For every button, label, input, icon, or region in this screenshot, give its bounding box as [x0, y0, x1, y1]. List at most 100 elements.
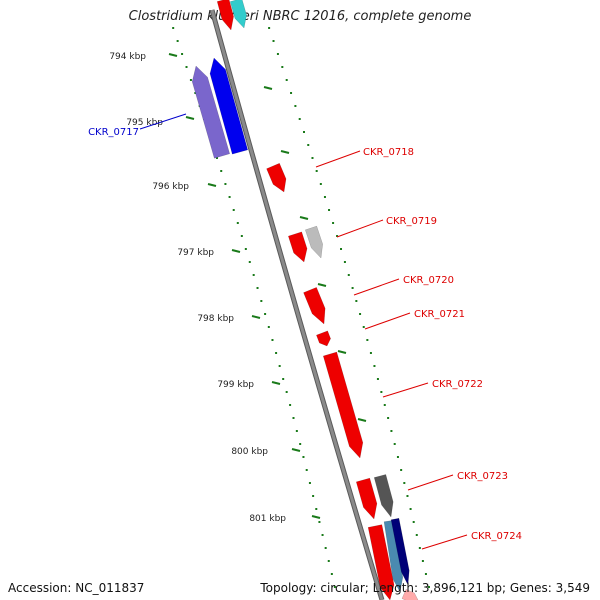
outer-ruler-dot — [307, 144, 310, 146]
genome-stats-label: Topology: circular; Length: 3,896,121 bp… — [260, 581, 590, 595]
outer-ruler-dot — [390, 430, 393, 432]
outer-ruler-dot — [376, 378, 379, 380]
inner-ruler-dot — [260, 300, 263, 302]
gene-label-CKR_0722[interactable]: CKR_0722 — [432, 379, 483, 390]
outer-ruler-dot — [403, 482, 406, 484]
gene-arrow-partial-bottom[interactable] — [401, 589, 419, 600]
kbp-tick-mark — [251, 315, 261, 319]
kbp-tick-label: 795 kbp — [126, 118, 163, 128]
outer-ruler-dot — [362, 326, 365, 328]
outer-ruler-dot — [298, 118, 301, 120]
gene-arrow-partial-top[interactable] — [216, 0, 234, 31]
gene-label-CKR_0724[interactable]: CKR_0724 — [471, 531, 522, 542]
kbp-tick-mark — [291, 448, 301, 452]
inner-ruler-dot — [327, 560, 330, 562]
inner-ruler-dot — [215, 157, 218, 159]
outer-ruler-dot — [383, 404, 386, 406]
inner-ruler-dot — [295, 430, 298, 432]
gene-arrow-CKR_0719[interactable] — [288, 231, 308, 263]
inner-ruler-dot — [321, 534, 324, 536]
outer-tick-mark — [263, 86, 273, 90]
gene-arrow-CKR_0723-neighbor[interactable] — [373, 474, 394, 518]
outer-ruler-dot — [380, 391, 383, 393]
gene-arrow-CKR_0721[interactable] — [316, 330, 331, 347]
gene-arrow-CKR_0717[interactable] — [209, 57, 249, 155]
kbp-tick-mark — [207, 183, 217, 187]
inner-ruler-dot — [189, 79, 192, 81]
outer-ruler-dot — [421, 560, 424, 562]
inner-ruler-dot — [275, 352, 278, 354]
outer-ruler-dot — [343, 261, 346, 263]
outer-ruler-dot — [323, 196, 326, 198]
outer-ruler-dot — [387, 417, 390, 419]
kbp-tick-label: 801 kbp — [249, 514, 286, 524]
inner-ruler-dot — [318, 521, 321, 523]
inner-ruler-dot — [308, 482, 311, 484]
inner-ruler-dot — [278, 365, 281, 367]
gene-leader-line — [315, 150, 361, 168]
gene-arrow-CKR_0724[interactable] — [367, 524, 395, 600]
gene-label-CKR_0721[interactable]: CKR_0721 — [414, 309, 465, 320]
inner-ruler-dot — [176, 40, 179, 42]
inner-ruler-dot — [232, 209, 235, 211]
gene-label-CKR_0720[interactable]: CKR_0720 — [403, 275, 454, 286]
inner-ruler-dot — [236, 222, 239, 224]
gene-arrow-reverse-purple[interactable] — [191, 65, 230, 159]
outer-ruler-dot — [332, 222, 335, 224]
gene-label-CKR_0719[interactable]: CKR_0719 — [386, 216, 437, 227]
inner-ruler-dot — [181, 53, 184, 55]
gene-label-CKR_0717[interactable]: CKR_0717 — [88, 127, 139, 138]
outer-ruler-dot — [418, 547, 421, 549]
inner-ruler-dot — [267, 326, 270, 328]
inner-ruler-dot — [289, 404, 292, 406]
gene-arrow-CKR_0719-neighbor[interactable] — [304, 225, 323, 259]
inner-ruler-dot — [240, 235, 243, 237]
outer-ruler-dot — [328, 209, 331, 211]
outer-ruler-dot — [285, 79, 288, 81]
inner-ruler-dot — [282, 378, 285, 380]
kbp-tick-label: 798 kbp — [197, 314, 234, 324]
outer-ruler-dot — [302, 131, 305, 133]
outer-ruler-dot — [281, 66, 284, 68]
outer-ruler-dot — [412, 521, 415, 523]
kbp-tick-mark — [168, 53, 178, 57]
outer-tick-mark — [317, 283, 327, 287]
inner-ruler-dot — [248, 261, 251, 263]
outer-ruler-dot — [406, 495, 409, 497]
inner-ruler-dot — [256, 287, 259, 289]
kbp-tick-mark — [311, 515, 321, 519]
outer-ruler-dot — [336, 235, 339, 237]
gene-arrow-navy[interactable] — [390, 517, 410, 586]
kbp-tick-label: 796 kbp — [152, 182, 189, 192]
inner-ruler-dot — [271, 339, 274, 341]
outer-ruler-dot — [400, 469, 403, 471]
inner-ruler-dot — [264, 313, 267, 315]
outer-ruler-dot — [276, 53, 279, 55]
gene-label-CKR_0718[interactable]: CKR_0718 — [363, 147, 414, 158]
gene-leader-line — [407, 474, 454, 491]
inner-ruler-dot — [244, 248, 247, 250]
gene-label-CKR_0723[interactable]: CKR_0723 — [457, 471, 508, 482]
inner-ruler-dot — [224, 183, 227, 185]
inner-ruler-dot — [312, 495, 315, 497]
outer-ruler-dot — [427, 586, 430, 588]
gene-arrow-CKR_0720[interactable] — [303, 287, 326, 325]
inner-ruler-dot — [305, 469, 308, 471]
genome-backbone-highlight — [210, 9, 384, 600]
gene-arrow-CKR_0722[interactable] — [322, 351, 364, 459]
gene-arrow-CKR_0718[interactable] — [266, 162, 287, 193]
gene-arrow-partial-top-cyan[interactable] — [229, 0, 247, 29]
outer-ruler-dot — [415, 534, 418, 536]
gene-arrow-CKR_0723[interactable] — [355, 477, 378, 520]
inner-ruler-dot — [330, 573, 333, 575]
outer-ruler-dot — [351, 287, 354, 289]
outer-ruler-dot — [319, 183, 322, 185]
outer-ruler-dot — [347, 274, 350, 276]
kbp-tick-label: 797 kbp — [177, 248, 214, 258]
kbp-tick-label: 794 kbp — [109, 52, 146, 62]
inner-ruler-dot — [315, 508, 318, 510]
outer-ruler-dot — [311, 157, 314, 159]
accession-label: Accession: NC_011837 — [8, 581, 145, 595]
outer-tick-mark — [357, 418, 367, 422]
